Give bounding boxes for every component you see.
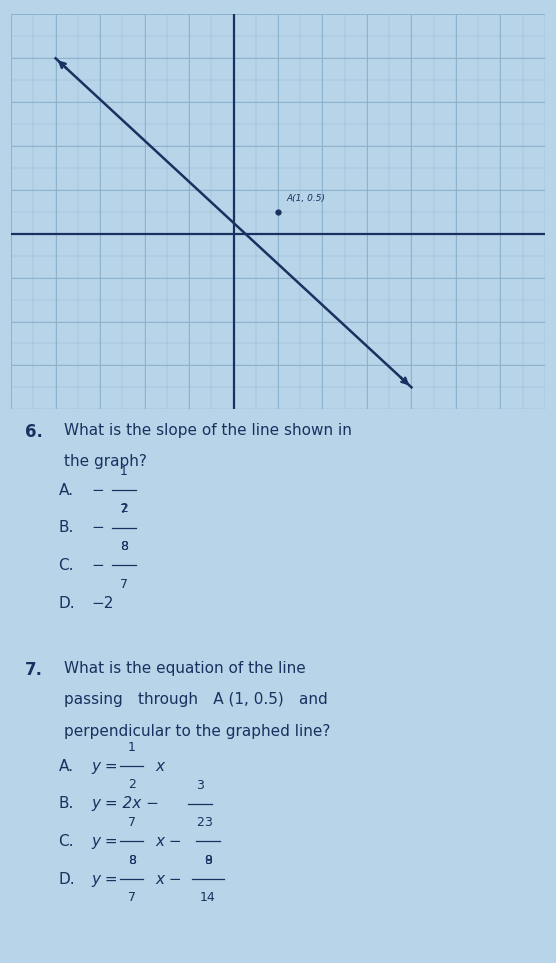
Text: 8: 8 bbox=[204, 853, 212, 867]
Text: y =: y = bbox=[92, 834, 123, 849]
Text: A.: A. bbox=[58, 759, 73, 773]
Text: A(1, 0.5): A(1, 0.5) bbox=[287, 194, 326, 203]
Text: x: x bbox=[155, 759, 164, 773]
Text: the graph?: the graph? bbox=[64, 454, 147, 469]
Text: B.: B. bbox=[58, 520, 74, 535]
Text: x −: x − bbox=[155, 872, 187, 887]
Text: What is the slope of the line shown in: What is the slope of the line shown in bbox=[64, 423, 352, 438]
Text: −: − bbox=[92, 520, 105, 535]
Text: perpendicular to the graphed line?: perpendicular to the graphed line? bbox=[64, 723, 330, 739]
Text: D.: D. bbox=[58, 595, 75, 611]
Text: C.: C. bbox=[58, 834, 74, 849]
Text: 6.: 6. bbox=[25, 423, 43, 441]
Text: passing through A (1, 0.5) and: passing through A (1, 0.5) and bbox=[64, 692, 327, 708]
Text: 3: 3 bbox=[196, 779, 204, 792]
Text: B.: B. bbox=[58, 796, 74, 811]
Text: 7.: 7. bbox=[25, 662, 43, 680]
Text: 8: 8 bbox=[120, 540, 128, 553]
Text: 7: 7 bbox=[120, 578, 128, 590]
Text: 2: 2 bbox=[196, 816, 204, 829]
Text: −: − bbox=[92, 482, 105, 498]
Text: y =: y = bbox=[92, 759, 123, 773]
Text: 9: 9 bbox=[204, 854, 212, 867]
Text: 7: 7 bbox=[128, 817, 136, 829]
Text: 2: 2 bbox=[128, 778, 136, 792]
Text: 8: 8 bbox=[128, 854, 136, 867]
Text: 1: 1 bbox=[128, 741, 136, 754]
Text: 8: 8 bbox=[120, 540, 128, 554]
Text: −: − bbox=[92, 558, 105, 573]
Text: −2: −2 bbox=[92, 595, 114, 611]
Text: 3: 3 bbox=[204, 817, 212, 829]
Text: 1: 1 bbox=[120, 465, 128, 478]
Text: 8: 8 bbox=[128, 853, 136, 867]
Text: D.: D. bbox=[58, 872, 75, 887]
Text: 7: 7 bbox=[120, 503, 128, 515]
Text: y =: y = bbox=[92, 872, 123, 887]
Text: A.: A. bbox=[58, 482, 73, 498]
Text: 2: 2 bbox=[120, 503, 128, 515]
Text: C.: C. bbox=[58, 558, 74, 573]
Text: 14: 14 bbox=[200, 892, 216, 904]
Text: x −: x − bbox=[155, 834, 187, 849]
Text: y = 2x −: y = 2x − bbox=[92, 796, 165, 811]
Text: 7: 7 bbox=[128, 892, 136, 904]
Text: What is the equation of the line: What is the equation of the line bbox=[64, 662, 306, 676]
